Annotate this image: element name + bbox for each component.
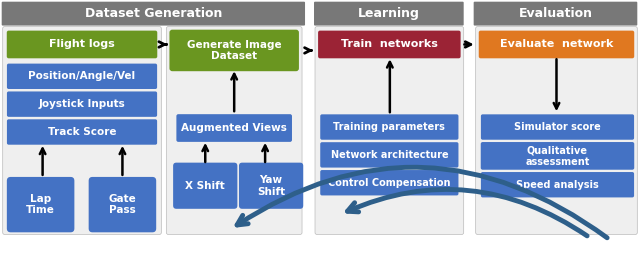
FancyBboxPatch shape <box>474 2 637 26</box>
FancyBboxPatch shape <box>318 31 461 58</box>
FancyBboxPatch shape <box>177 114 292 142</box>
FancyBboxPatch shape <box>7 92 157 117</box>
Text: Lap
Time: Lap Time <box>26 194 55 215</box>
FancyBboxPatch shape <box>170 30 299 71</box>
Text: Generate Image
Dataset: Generate Image Dataset <box>187 40 282 61</box>
Text: Evaluate  network: Evaluate network <box>500 39 613 49</box>
Text: Control Compensation: Control Compensation <box>328 178 451 188</box>
Text: Flight logs: Flight logs <box>49 39 115 49</box>
Text: Position/Angle/Vel: Position/Angle/Vel <box>28 71 136 81</box>
FancyBboxPatch shape <box>320 170 458 196</box>
Text: Augmented Views: Augmented Views <box>181 123 287 133</box>
Text: Evaluation: Evaluation <box>518 7 593 20</box>
FancyBboxPatch shape <box>7 64 157 89</box>
FancyBboxPatch shape <box>481 142 634 170</box>
Text: Speed analysis: Speed analysis <box>516 180 599 190</box>
FancyBboxPatch shape <box>89 177 156 232</box>
Text: Gate
Pass: Gate Pass <box>109 194 136 215</box>
Text: Joystick Inputs: Joystick Inputs <box>38 99 125 109</box>
FancyBboxPatch shape <box>166 27 302 234</box>
Text: X Shift: X Shift <box>186 181 225 191</box>
FancyBboxPatch shape <box>476 27 637 234</box>
Text: Learning: Learning <box>358 7 420 20</box>
FancyBboxPatch shape <box>7 31 157 58</box>
FancyBboxPatch shape <box>7 177 74 232</box>
FancyBboxPatch shape <box>314 2 464 26</box>
Text: Train  networks: Train networks <box>341 39 438 49</box>
FancyBboxPatch shape <box>481 172 634 197</box>
FancyBboxPatch shape <box>7 119 157 145</box>
FancyBboxPatch shape <box>3 27 161 234</box>
FancyBboxPatch shape <box>320 142 458 168</box>
FancyBboxPatch shape <box>2 2 305 26</box>
Text: Simulator score: Simulator score <box>514 122 601 132</box>
FancyBboxPatch shape <box>479 31 634 58</box>
Text: Dataset Generation: Dataset Generation <box>84 7 222 20</box>
Text: Track Score: Track Score <box>48 127 116 137</box>
FancyBboxPatch shape <box>315 27 464 234</box>
Text: Yaw
Shift: Yaw Shift <box>257 175 285 197</box>
FancyBboxPatch shape <box>481 114 634 140</box>
Text: Training parameters: Training parameters <box>333 122 445 132</box>
Text: Network architecture: Network architecture <box>330 150 448 160</box>
FancyBboxPatch shape <box>320 114 458 140</box>
Text: Qualitative
assessment: Qualitative assessment <box>525 145 589 167</box>
FancyBboxPatch shape <box>239 163 303 209</box>
FancyBboxPatch shape <box>173 163 237 209</box>
